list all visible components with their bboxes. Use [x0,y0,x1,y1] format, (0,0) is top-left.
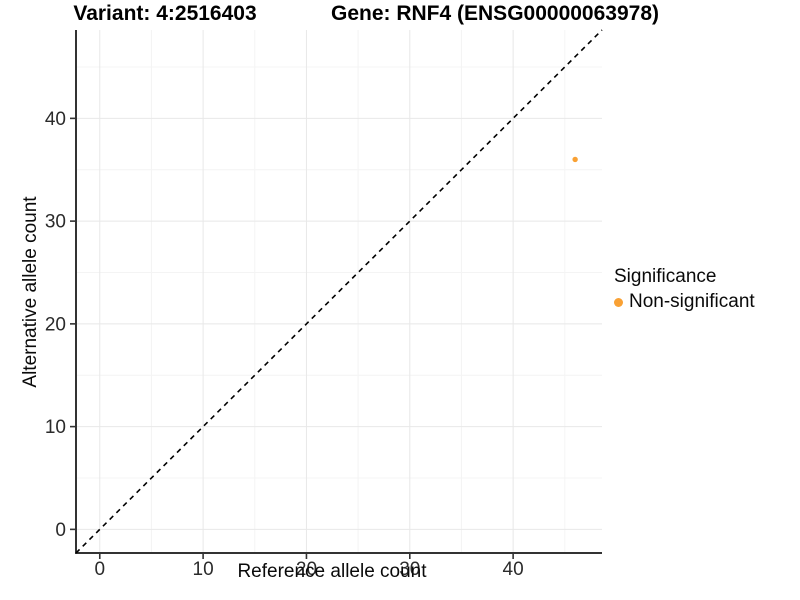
y-tick-label: 20 [45,314,66,335]
identity-line [75,29,603,554]
legend-title: Significance [614,266,717,287]
x-tick-label: 0 [94,559,105,580]
x-tick-label: 10 [193,559,214,580]
x-tick-label: 20 [296,559,317,580]
y-axis-title: Alternative allele count [20,196,41,388]
gene-title: Gene: RNF4 (ENSG00000063978) [331,2,659,25]
legend-item: Non-significant [614,291,755,313]
variant-title: Variant: 4:2516403 [73,2,257,25]
y-tick-label: 40 [45,109,66,130]
data-point [572,156,578,163]
x-axis-title: Reference allele count [237,561,427,582]
x-tick-label: 40 [503,559,524,580]
y-tick-label: 10 [45,417,66,438]
y-tick-label: 30 [45,212,66,233]
x-tick-label: 30 [399,559,420,580]
legend-item-label: Non-significant [629,291,755,312]
legend: Significance Non-significant [614,266,755,313]
legend-point-icon [614,297,623,307]
y-tick-label: 0 [55,520,66,541]
